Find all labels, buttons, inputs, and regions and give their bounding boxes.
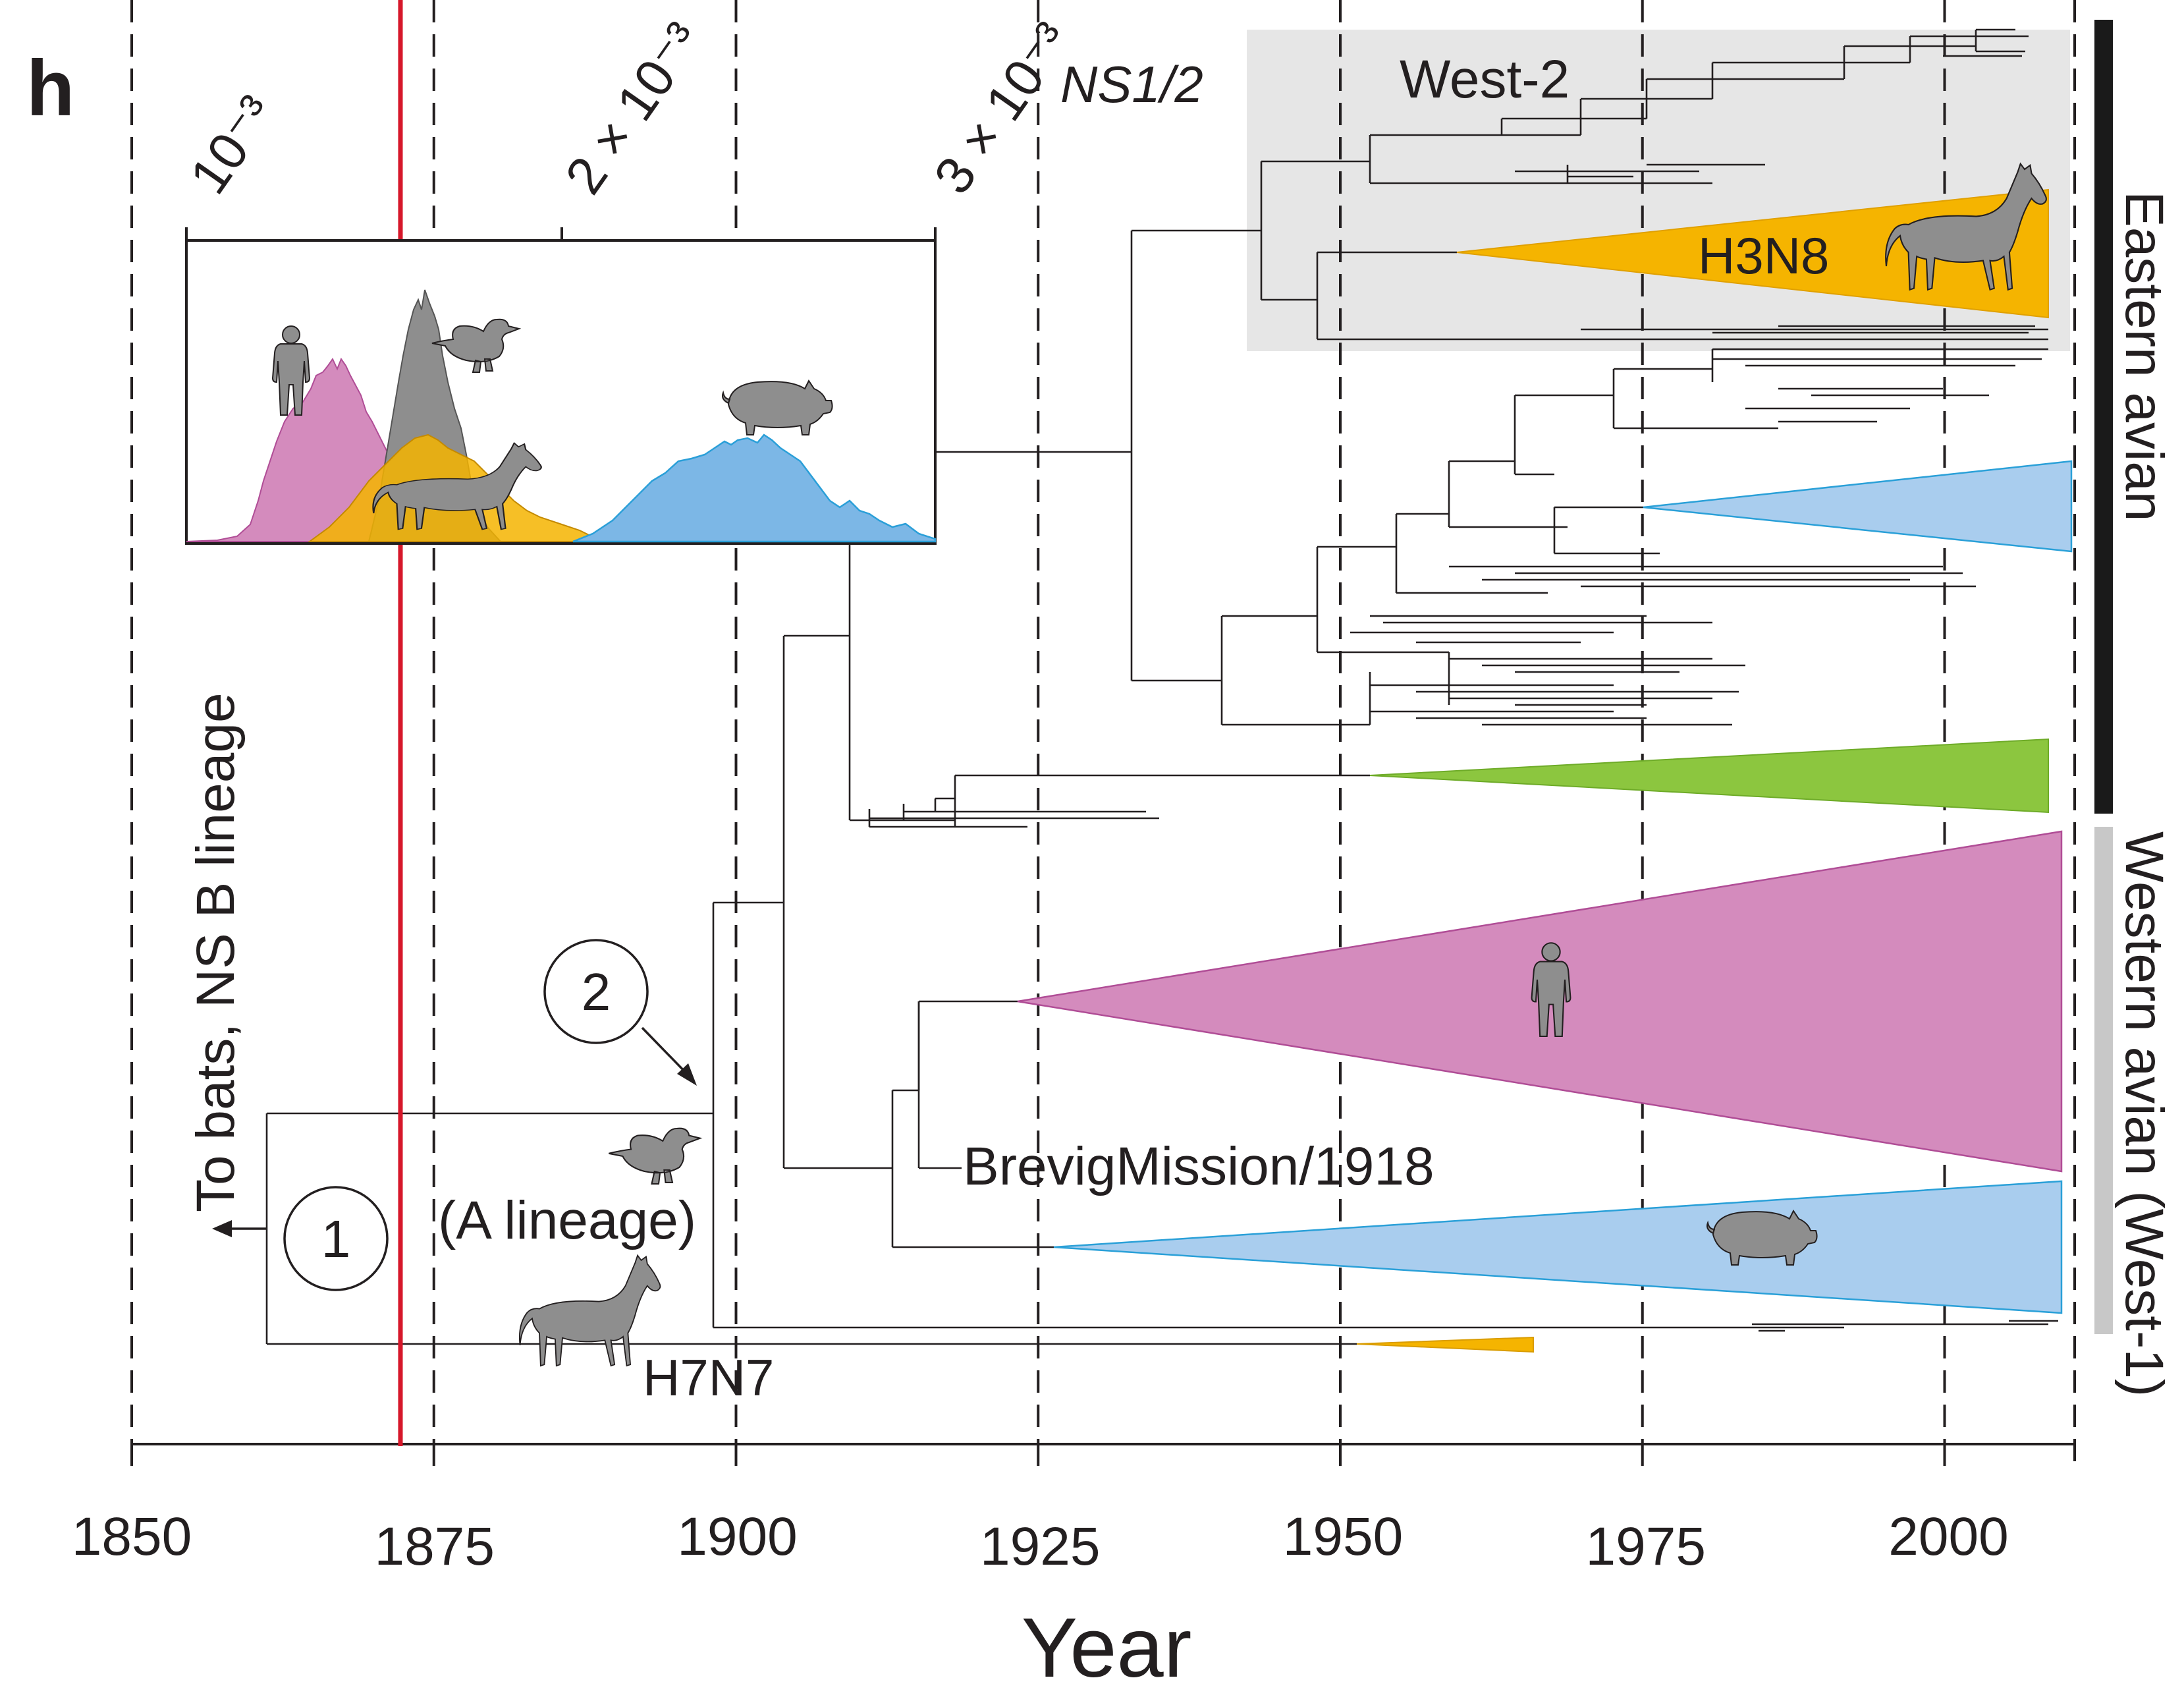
node-1-label: 1 xyxy=(321,1210,351,1268)
green-clade-triangle xyxy=(1369,738,2049,814)
rate-density-inset xyxy=(185,227,937,545)
year-tick-label: 1925 xyxy=(980,1517,1100,1577)
segment-label: NS1/2 xyxy=(1060,55,1203,113)
swine-density-curve xyxy=(572,433,937,543)
western-avian-label: Western avian (West-1) xyxy=(2114,831,2174,1397)
classical-swine-clade-triangle xyxy=(1053,1180,2063,1314)
a-lineage-label: (A lineage) xyxy=(438,1190,696,1250)
rate-tick-label: 2 × 10⁻³ xyxy=(554,12,713,204)
year-axis xyxy=(130,1443,2075,1466)
horse-silhouette-icon xyxy=(518,1254,661,1367)
year-tick-label: 1900 xyxy=(677,1507,797,1567)
eastern-avian-label: Eastern avian xyxy=(2114,191,2174,521)
x-axis-title: Year xyxy=(1022,1601,1192,1695)
panel-label: h xyxy=(26,44,74,132)
year-tick-label: 2000 xyxy=(1888,1507,2008,1567)
h3n8-clade-triangle xyxy=(1456,188,2049,319)
h3n8-label: H3N8 xyxy=(1698,227,1829,285)
phylogenetic-tree xyxy=(265,28,2058,1345)
node-1-marker xyxy=(283,1186,389,1291)
duck-silhouette-icon xyxy=(608,1127,701,1185)
rate-tick-label: 10⁻³ xyxy=(178,85,286,204)
western-avian-bar xyxy=(2094,827,2113,1334)
year-tick-label: 1975 xyxy=(1586,1517,1706,1577)
west2-label: West-2 xyxy=(1400,49,1570,109)
eastern-swine-clade-triangle xyxy=(1643,460,2073,553)
year-tick-label: 1875 xyxy=(375,1517,495,1577)
rate-tick-labels: 10⁻³ 2 × 10⁻³ 3 × 10⁻³ xyxy=(178,12,1081,204)
rate-tick-label: 3 × 10⁻³ xyxy=(923,12,1081,204)
node-2-label: 2 xyxy=(582,963,611,1021)
to-bats-label: To bats, NS B lineage xyxy=(186,692,246,1212)
h7n7-clade-triangle xyxy=(1356,1336,1534,1353)
brevig-label: BrevigMission/1918 xyxy=(963,1136,1434,1196)
year-tick-labels: 1850 1875 1900 1925 1950 1975 2000 xyxy=(72,1507,2009,1577)
eastern-avian-bar xyxy=(2094,20,2113,814)
year-tick-label: 1850 xyxy=(72,1507,192,1567)
node-2-marker xyxy=(543,939,649,1044)
node-2-arrow xyxy=(641,1026,690,1076)
year-tick-label: 1950 xyxy=(1283,1507,1403,1567)
h7n7-label: H7N7 xyxy=(643,1349,774,1407)
